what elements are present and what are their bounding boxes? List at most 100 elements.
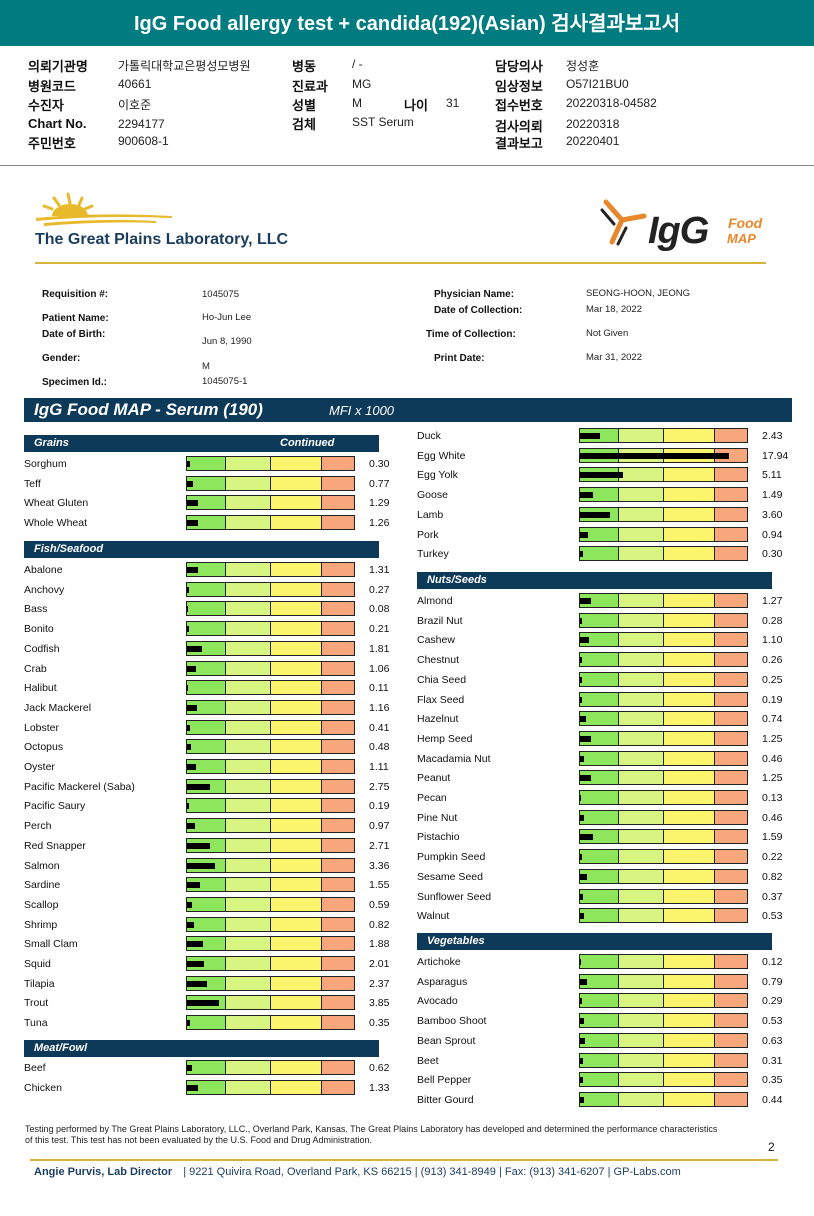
food-name: Chicken xyxy=(24,1081,62,1094)
food-row: Sardine 1.55 xyxy=(24,876,409,893)
food-name: Bean Sprout xyxy=(417,1034,476,1047)
zone-divider xyxy=(714,692,715,706)
food-name: Anchovy xyxy=(24,583,65,596)
zone-divider xyxy=(270,681,271,695)
zone-divider xyxy=(225,897,226,911)
category-name: Meat/Fowl xyxy=(34,1042,88,1054)
zone-divider xyxy=(321,622,322,636)
food-value: 0.26 xyxy=(762,654,783,667)
food-name: Flax Seed xyxy=(417,693,465,706)
food-name: Beet xyxy=(417,1054,439,1067)
food-row: Anchovy 0.27 xyxy=(24,581,409,598)
zone-divider xyxy=(714,1053,715,1067)
result-bar xyxy=(186,857,355,873)
food-value: 1.16 xyxy=(369,701,390,714)
zone-divider xyxy=(321,661,322,675)
result-bar xyxy=(186,660,355,676)
food-value: 1.26 xyxy=(369,517,390,530)
antibody-logo-icon xyxy=(600,199,647,246)
zone-divider xyxy=(225,819,226,833)
lab-director: Angie Purvis, Lab Director xyxy=(34,1166,173,1178)
header-label: Chart No. xyxy=(28,116,87,131)
food-row: Bean Sprout 0.63 xyxy=(417,1032,802,1049)
result-bar xyxy=(579,888,748,904)
result-bar xyxy=(186,601,355,617)
result-bar xyxy=(186,818,355,834)
food-row: Red Snapper 2.71 xyxy=(24,837,409,854)
result-bar-fill xyxy=(187,645,203,652)
zone-divider xyxy=(321,496,322,510)
food-value: 0.44 xyxy=(762,1093,783,1106)
zone-divider xyxy=(225,779,226,793)
food-row: Codfish 1.81 xyxy=(24,640,409,657)
food-value: 1.27 xyxy=(762,595,783,607)
zone-divider xyxy=(225,582,226,596)
food-value: 0.19 xyxy=(762,693,783,706)
result-bar xyxy=(186,699,355,715)
zone-divider xyxy=(714,653,715,667)
zone-divider xyxy=(618,771,619,785)
zone-divider xyxy=(663,547,664,561)
zone-divider xyxy=(714,613,715,627)
zone-divider xyxy=(714,850,715,864)
result-bar-fill xyxy=(580,598,591,604)
header-value: 이호준 xyxy=(118,98,152,112)
food-name: Walnut xyxy=(417,910,450,923)
igg-logo-map: MAP xyxy=(727,231,756,246)
zone-divider xyxy=(618,594,619,607)
zone-divider xyxy=(321,681,322,695)
zone-divider xyxy=(663,889,664,903)
zone-divider xyxy=(270,878,271,892)
zone-divider xyxy=(321,563,322,576)
report-title: IgG Food allergy test + candida(192)(Asi… xyxy=(0,0,814,48)
result-bar xyxy=(186,1079,355,1095)
food-name: Codfish xyxy=(24,642,60,655)
result-bar-fill xyxy=(580,511,611,518)
result-bar xyxy=(186,837,355,853)
header-label: 수진자 xyxy=(28,98,64,113)
result-bar xyxy=(186,759,355,774)
food-name: Octopus xyxy=(24,741,64,754)
food-name: Sardine xyxy=(24,879,61,892)
food-row: Egg White 17.94 xyxy=(417,447,802,464)
zone-divider xyxy=(321,1080,322,1094)
zone-divider xyxy=(225,917,226,931)
result-bar-fill xyxy=(580,696,582,703)
zone-divider xyxy=(225,878,226,892)
result-bar xyxy=(186,975,355,991)
result-bar-fill xyxy=(187,606,188,613)
result-bar xyxy=(186,475,355,491)
food-value: 1.55 xyxy=(369,879,390,892)
food-value: 0.46 xyxy=(762,811,783,824)
zone-divider xyxy=(225,937,226,951)
zone-divider xyxy=(321,476,322,490)
result-bar xyxy=(579,652,748,668)
zone-divider xyxy=(714,712,715,726)
food-name: Abalone xyxy=(24,564,63,576)
result-bar xyxy=(579,447,748,463)
result-bar xyxy=(579,1032,748,1048)
zone-divider xyxy=(321,740,322,754)
food-value: 0.22 xyxy=(762,851,783,864)
header-value: 20220401 xyxy=(566,134,620,148)
food-row: Abalone 1.31 xyxy=(24,561,409,578)
zone-divider xyxy=(618,547,619,561)
food-value: 0.12 xyxy=(762,956,783,968)
food-row: Hemp Seed 1.25 xyxy=(417,730,802,747)
zone-divider xyxy=(618,850,619,864)
result-bar-fill xyxy=(580,716,587,723)
zone-divider xyxy=(714,547,715,561)
food-row: Halibut 0.11 xyxy=(24,679,409,696)
food-row: Wheat Gluten 1.29 xyxy=(24,494,409,511)
food-name: Chia Seed xyxy=(417,673,467,686)
sun-logo-icon xyxy=(36,192,172,226)
result-bar-fill xyxy=(187,941,203,948)
result-bar-fill xyxy=(187,626,189,633)
result-bar-fill xyxy=(187,980,207,987)
result-bar-fill xyxy=(187,1084,199,1091)
food-value: 1.06 xyxy=(369,662,390,675)
zone-divider xyxy=(663,468,664,482)
food-value: 0.74 xyxy=(762,713,783,726)
food-row: Bamboo Shoot 0.53 xyxy=(417,1012,802,1029)
food-row: Small Clam 1.88 xyxy=(24,935,409,952)
